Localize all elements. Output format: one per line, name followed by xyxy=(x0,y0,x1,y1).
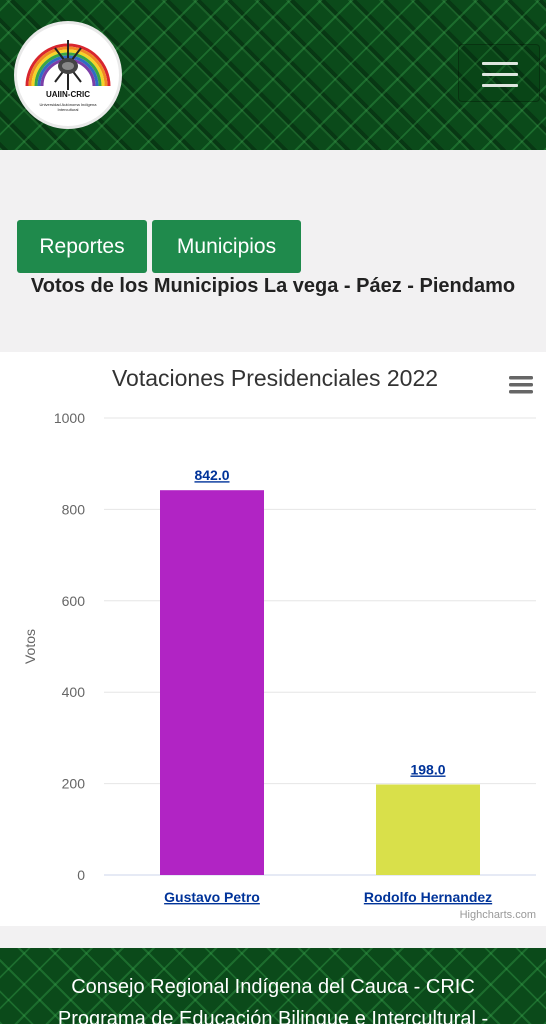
footer-program: Programa de Educación Bilingue e Intercu… xyxy=(57,1008,489,1024)
y-tick-label: 1000 xyxy=(54,410,85,426)
chart-container: Votaciones Presidenciales 2022 0 200 400 600… xyxy=(0,352,546,926)
reportes-button[interactable]: Reportes xyxy=(17,220,147,273)
data-label[interactable]: 198.0 xyxy=(410,762,445,778)
data-label[interactable]: 842.0 xyxy=(194,467,229,483)
y-tick-label: 400 xyxy=(62,684,86,700)
bar xyxy=(376,784,480,875)
chart-menu-icon[interactable] xyxy=(509,376,533,394)
hamburger-icon-line xyxy=(482,84,518,87)
bar-chart: Votaciones Presidenciales 2022 0 200 400 600… xyxy=(22,365,536,921)
logo-graphic xyxy=(25,40,111,90)
chart-title: Votaciones Presidenciales 2022 xyxy=(112,365,438,391)
y-tick-label: 200 xyxy=(62,776,86,792)
y-tick-label: 600 xyxy=(62,593,86,609)
y-tick-label: 0 xyxy=(77,867,85,883)
highcharts-credits[interactable]: Highcharts.com xyxy=(460,909,536,921)
hamburger-icon xyxy=(482,62,518,65)
hamburger-menu-button[interactable] xyxy=(458,44,540,102)
x-category-label[interactable]: Rodolfo Hernandez xyxy=(364,889,492,905)
footer-organization: Consejo Regional Indígena del Cauca - CR… xyxy=(71,976,475,998)
x-category-label[interactable]: Gustavo Petro xyxy=(164,889,260,905)
site-footer: Consejo Regional Indígena del Cauca - CR… xyxy=(0,948,546,1024)
bar xyxy=(160,490,264,875)
logo-subtext: Universidad Autónoma Indígena Intercultu… xyxy=(39,102,97,112)
logo-text: UAIIN-CRIC xyxy=(46,90,90,99)
uaiin-cric-logo[interactable]: UAIIN-CRIC Universidad Autónoma Indígena… xyxy=(14,21,122,129)
hamburger-icon-line xyxy=(482,73,518,76)
site-header: UAIIN-CRIC Universidad Autónoma Indígena… xyxy=(0,0,546,150)
y-tick-label: 800 xyxy=(62,501,86,517)
municipios-button[interactable]: Municipios xyxy=(152,220,301,273)
y-axis-title: Votos xyxy=(22,629,38,664)
page-title: Votos de los Municipios La vega - Páez -… xyxy=(30,275,516,297)
